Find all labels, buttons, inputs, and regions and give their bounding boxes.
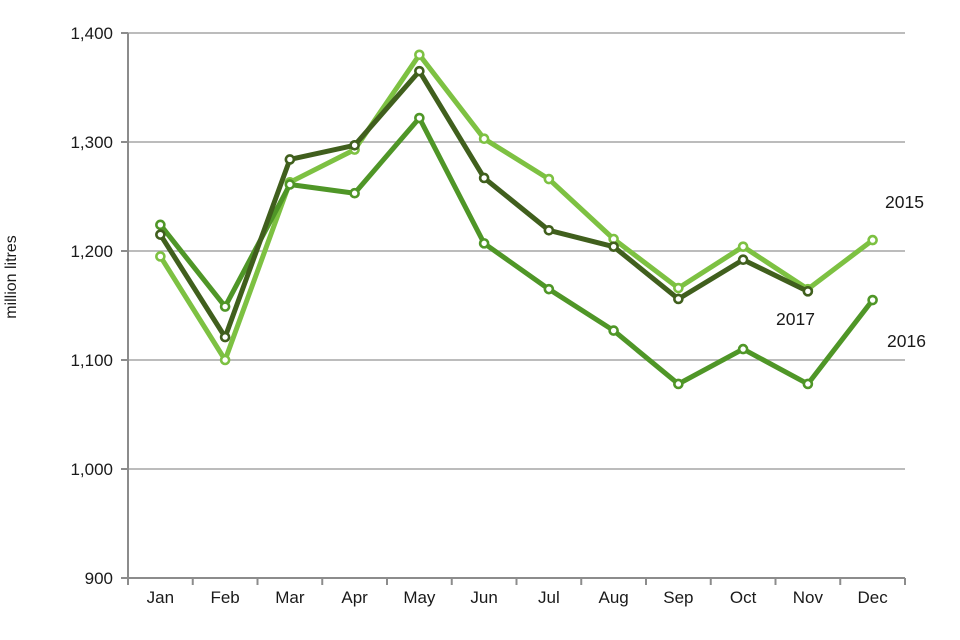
series-label-2016: 2016 — [887, 331, 926, 351]
data-marker-2015 — [543, 173, 555, 185]
data-marker-2016 — [673, 378, 684, 390]
series-label-2017: 2017 — [776, 309, 815, 329]
data-marker-2017 — [219, 331, 231, 343]
x-tick-label: May — [403, 588, 436, 607]
y-tick-label: 1,000 — [70, 460, 113, 479]
y-tick-label: 900 — [85, 569, 113, 588]
data-marker-2016 — [737, 343, 749, 355]
data-marker-2016 — [802, 378, 814, 390]
y-tick-label: 1,300 — [70, 133, 113, 152]
data-marker-2017 — [349, 139, 360, 151]
y-axis-title: million litres — [3, 235, 20, 319]
data-marker-2015 — [867, 234, 878, 246]
data-marker-2015 — [219, 354, 231, 366]
x-tick-label: Feb — [210, 588, 239, 607]
data-marker-2015 — [737, 241, 749, 252]
x-tick-label: Jan — [147, 588, 174, 607]
data-marker-2017 — [478, 172, 490, 184]
x-tick-label: Mar — [275, 588, 305, 607]
data-marker-2017 — [543, 224, 555, 236]
x-tick-label: Jun — [470, 588, 497, 607]
data-marker-2017 — [802, 286, 814, 297]
data-marker-2016 — [155, 219, 166, 231]
data-marker-2016 — [284, 179, 296, 190]
data-marker-2016 — [414, 112, 425, 124]
y-tick-label: 1,100 — [70, 351, 113, 370]
series-line-2015 — [157, 52, 876, 363]
data-marker-2017 — [284, 154, 296, 165]
data-marker-2016 — [608, 325, 619, 336]
data-marker-2015 — [155, 251, 166, 262]
y-tick-label: 1,200 — [70, 242, 113, 261]
data-marker-2017 — [737, 254, 749, 266]
data-marker-2016 — [543, 283, 555, 295]
data-marker-2017 — [673, 293, 684, 305]
data-marker-2017 — [608, 241, 619, 252]
data-marker-2016 — [478, 238, 490, 249]
x-tick-label: Oct — [730, 588, 757, 607]
data-marker-2017 — [414, 65, 425, 77]
x-tick-label: Apr — [341, 588, 368, 607]
x-tick-label: Dec — [858, 588, 889, 607]
data-marker-2016 — [349, 187, 360, 199]
y-tick-label: 1,400 — [70, 24, 113, 43]
data-marker-2016 — [219, 301, 231, 312]
data-marker-2015 — [673, 282, 684, 294]
data-marker-2016 — [867, 294, 878, 306]
data-marker-2015 — [478, 133, 490, 145]
series-label-2015: 2015 — [885, 192, 924, 212]
x-tick-label: Aug — [599, 588, 629, 607]
data-marker-2015 — [414, 49, 425, 61]
series-line-2016 — [157, 115, 876, 387]
x-tick-label: Jul — [538, 588, 560, 607]
data-marker-2017 — [155, 229, 166, 240]
x-tick-label: Nov — [793, 588, 824, 607]
x-tick-label: Sep — [663, 588, 693, 607]
